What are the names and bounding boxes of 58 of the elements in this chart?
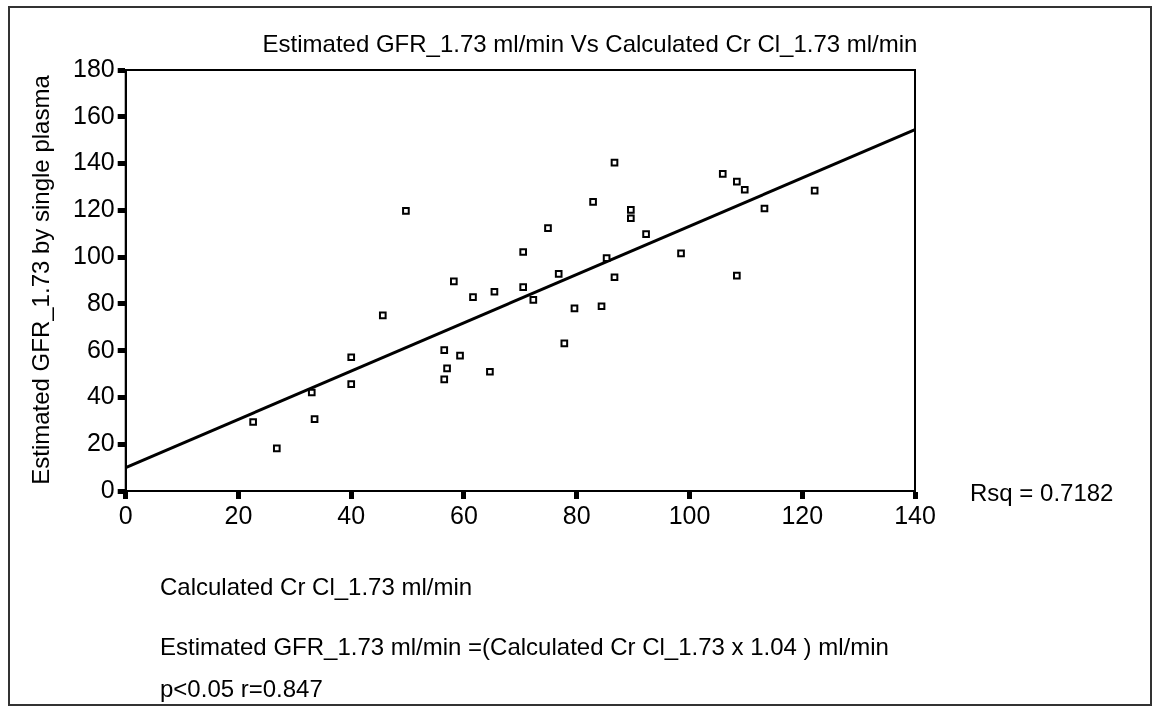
x-tick-label: 20 [224,500,253,529]
y-axis-title: Estimated GFR_1.73 by single plasma [26,74,54,485]
point [310,415,319,424]
y-tick-label: 20 [86,428,115,457]
point [529,296,538,304]
y-tick-label: 80 [86,287,115,316]
text: Rsq = 0.7182 [970,478,1114,506]
point [519,248,527,256]
point [486,367,494,376]
point [443,364,451,373]
point [249,418,257,426]
point [402,206,410,215]
x-axis-title: Calculated Cr Cl_1.73 ml/min [160,572,473,600]
point [642,230,650,239]
y-tick-label: 40 [86,381,115,410]
point [450,277,458,286]
x-tick-label: 140 [894,500,936,529]
point [440,375,449,384]
y-tick-label: 120 [72,194,115,223]
text: p<0.05 r=0.847 [160,674,323,702]
point [347,380,356,388]
point [677,249,685,258]
x-tick-label: 100 [668,500,711,529]
point [469,293,477,301]
text: Estimated GFR_1.73 ml/min =(Calculated Cr Cl_1.73 x 1.04 ) ml/min [160,632,889,660]
point [627,214,635,223]
point [810,186,819,195]
point [589,198,597,206]
point [490,287,499,296]
point [440,346,449,355]
chart-title: Estimated GFR_1.73 ml/min Vs Calculated Cr Cl_1.73 ml/min [262,29,918,57]
point [610,273,619,282]
y-tick-label: 60 [86,334,115,363]
point [378,311,387,320]
y-tick-label: 180 [72,53,115,82]
point [554,270,563,278]
point [733,177,741,186]
point [519,283,527,291]
point [602,254,611,262]
point [627,206,635,214]
y-tick-label: 100 [72,241,115,269]
point [347,353,356,362]
y-tick-label: 0 [100,474,115,503]
point [307,388,316,397]
y-tick-label: 160 [72,100,115,129]
point [456,351,464,360]
point [733,271,741,280]
point [740,185,749,194]
point [718,170,727,178]
x-tick-label: 60 [450,500,478,529]
y-tick-label: 140 [72,147,115,176]
x-tick-label: 40 [337,500,366,529]
point [544,224,552,232]
x-tick-label: 80 [562,500,591,529]
x-tick-label: 120 [781,500,824,529]
point [597,302,606,311]
point [272,444,281,453]
x-tick-label: 0 [118,500,133,529]
